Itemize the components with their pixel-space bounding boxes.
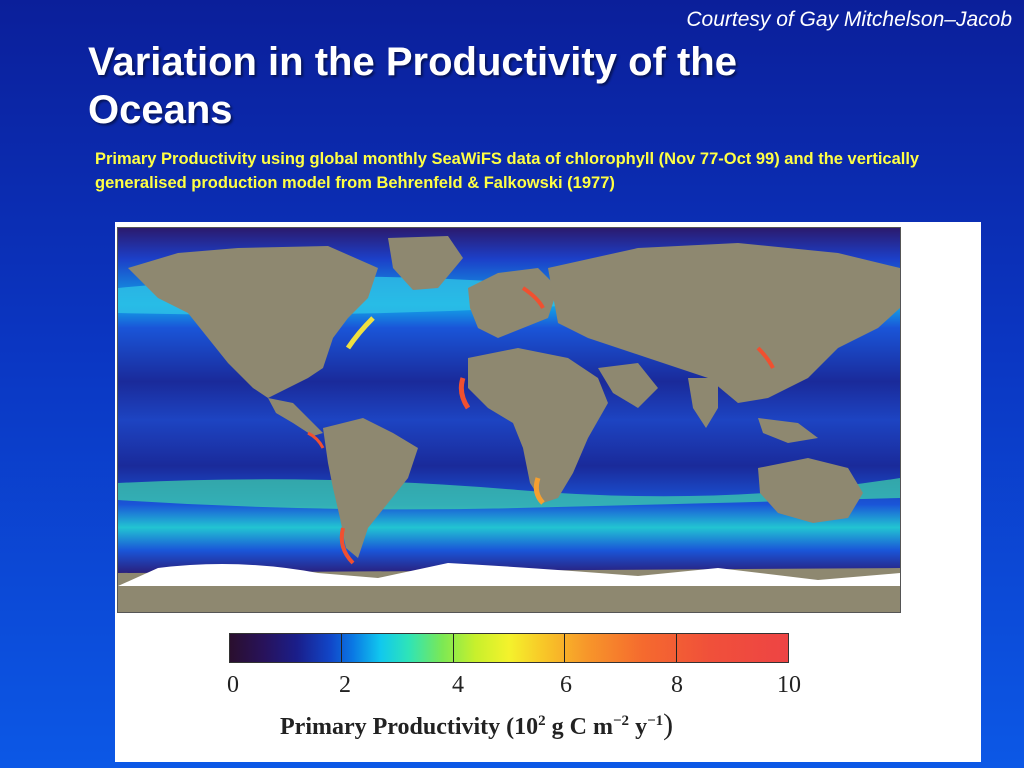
- colorbar-tick: [453, 634, 454, 662]
- slide-subtitle: Primary Productivity using global monthl…: [95, 150, 920, 192]
- map-image: [118, 228, 900, 612]
- colorbar-tick-label: 0: [227, 672, 239, 698]
- colorbar-tick: [341, 634, 342, 662]
- colorbar-tick-label: 4: [452, 672, 464, 698]
- colorbar-tick-label: 6: [560, 672, 572, 698]
- credit-text: Courtesy of Gay Mitchelson–Jacob: [686, 8, 1012, 31]
- colorbar-tick-label: 8: [671, 672, 683, 698]
- slide-title: Variation in the Productivity of the Oce…: [88, 40, 737, 132]
- colorbar-tick: [676, 634, 677, 662]
- colorbar-caption: Primary Productivity (102 g C m−2 y−1): [280, 708, 674, 741]
- colorbar-tick-label: 10: [777, 672, 801, 698]
- world-productivity-map: [117, 227, 901, 613]
- productivity-figure: 0 2 4 6 8 10 Primary Productivity (102 g…: [115, 222, 981, 762]
- colorbar-tick: [564, 634, 565, 662]
- productivity-colorbar: [229, 633, 789, 663]
- colorbar-tick-label: 2: [339, 672, 351, 698]
